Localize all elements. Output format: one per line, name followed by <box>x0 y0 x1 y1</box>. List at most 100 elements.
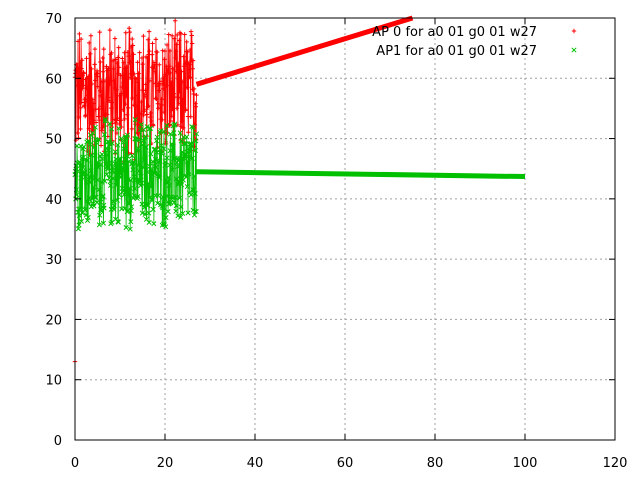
data-point <box>173 55 178 60</box>
data-point <box>109 50 114 56</box>
data-point <box>97 162 103 168</box>
data-point <box>130 167 136 173</box>
data-point <box>89 81 95 87</box>
data-point <box>97 88 103 94</box>
data-point <box>188 75 193 80</box>
legend-marker <box>571 28 577 34</box>
data-point <box>179 182 185 188</box>
data-point <box>85 148 90 154</box>
data-point <box>151 66 156 71</box>
data-point <box>126 201 133 207</box>
data-point <box>143 88 148 93</box>
data-point <box>112 169 118 175</box>
data-point <box>76 222 82 228</box>
data-point <box>183 141 189 147</box>
data-point <box>115 142 121 148</box>
data-point <box>148 184 154 190</box>
data-point <box>160 205 166 211</box>
data-point <box>128 59 133 65</box>
data-point <box>110 165 116 171</box>
data-point <box>111 66 116 72</box>
data-point <box>187 62 192 67</box>
data-point <box>95 74 100 79</box>
data-point <box>176 101 182 106</box>
series-1 <box>72 116 526 232</box>
data-point <box>124 132 131 138</box>
data-point <box>173 203 179 209</box>
data-point <box>105 165 111 171</box>
data-point <box>91 184 97 190</box>
data-point <box>139 210 145 216</box>
data-point <box>188 192 194 198</box>
data-point <box>118 118 124 123</box>
data-point <box>145 55 150 61</box>
data-point <box>128 219 134 225</box>
data-point <box>107 27 113 33</box>
data-point <box>162 57 167 62</box>
data-point <box>158 128 164 134</box>
data-point <box>164 122 170 128</box>
data-point <box>158 143 164 149</box>
data-point <box>102 116 109 122</box>
data-point <box>161 75 166 81</box>
x-tick-label: 100 <box>513 456 538 471</box>
data-point <box>98 93 103 99</box>
data-point <box>120 56 125 61</box>
data-point <box>115 116 120 121</box>
data-point <box>191 173 197 179</box>
data-point <box>146 29 152 34</box>
data-point <box>146 219 152 225</box>
data-point <box>175 63 180 69</box>
data-point <box>138 121 144 128</box>
data-point <box>167 123 172 128</box>
data-point <box>100 220 106 226</box>
data-point <box>123 30 128 35</box>
data-point <box>182 152 188 158</box>
data-point <box>164 42 170 48</box>
data-point <box>136 137 142 143</box>
data-point <box>166 32 171 37</box>
data-point <box>190 66 195 71</box>
data-point <box>75 168 81 174</box>
y-tick-label: 20 <box>45 313 62 328</box>
data-point <box>166 200 172 206</box>
data-point <box>166 64 172 69</box>
data-point <box>178 214 184 220</box>
data-point <box>96 117 102 123</box>
data-point <box>146 210 152 216</box>
data-point <box>129 126 135 132</box>
data-point <box>86 92 91 98</box>
data-point <box>122 116 127 122</box>
data-point <box>132 117 138 123</box>
data-point <box>107 121 113 127</box>
data-point <box>173 69 179 74</box>
data-point <box>161 146 167 152</box>
data-point <box>76 206 82 212</box>
data-point <box>104 171 110 177</box>
y-tick-label: 0 <box>54 434 62 449</box>
data-point <box>73 68 78 73</box>
data-point <box>109 100 115 105</box>
data-point <box>139 55 145 61</box>
data-point <box>130 95 135 101</box>
data-point <box>149 196 155 202</box>
data-point <box>111 198 117 204</box>
data-point <box>110 121 115 126</box>
data-point <box>122 205 128 211</box>
data-point <box>162 159 168 165</box>
data-point <box>95 165 101 171</box>
data-point <box>163 72 168 77</box>
data-point <box>127 29 133 35</box>
data-point <box>143 82 148 87</box>
data-point <box>186 130 191 135</box>
data-point <box>78 126 83 132</box>
data-point <box>177 195 183 201</box>
data-point <box>86 174 93 180</box>
data-point <box>75 83 80 88</box>
data-point <box>188 29 194 34</box>
data-point <box>191 86 197 92</box>
data-point <box>110 138 115 143</box>
data-point <box>150 123 156 128</box>
y-tick-label: 30 <box>45 253 62 268</box>
data-point <box>118 73 123 78</box>
